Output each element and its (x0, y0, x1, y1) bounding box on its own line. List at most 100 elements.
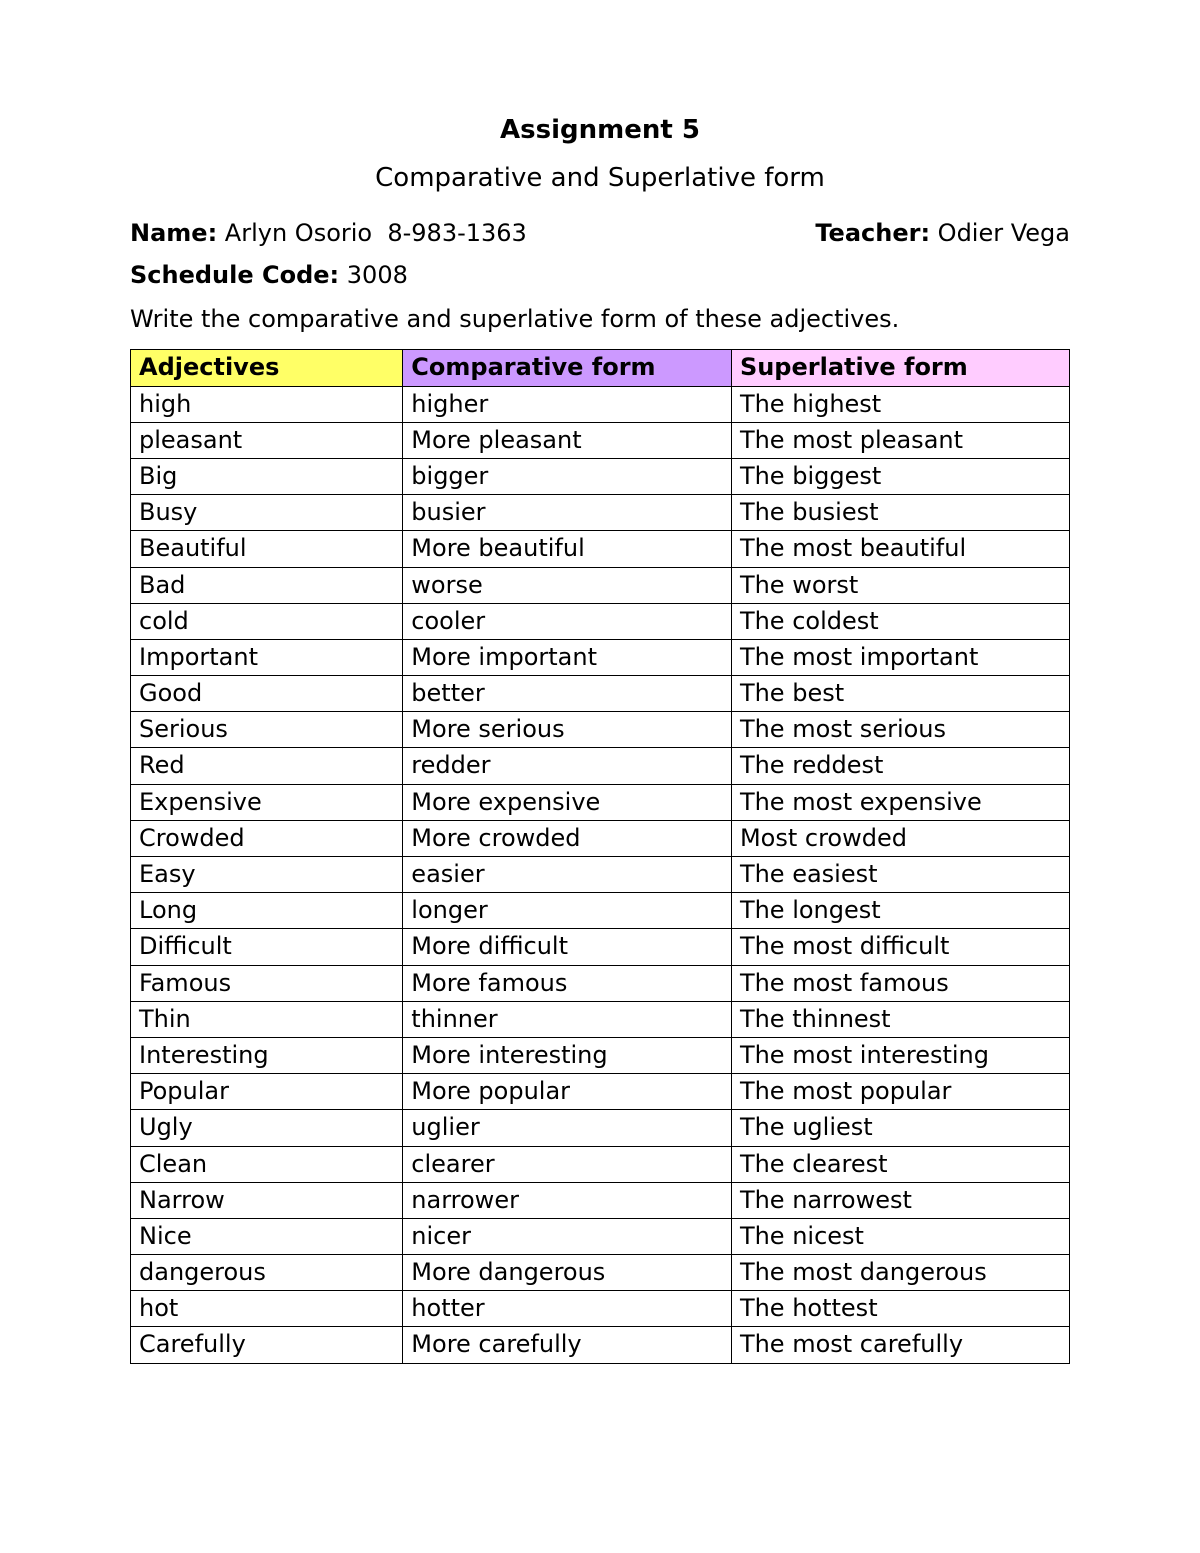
table-cell: longer (403, 893, 732, 929)
table-cell: The coldest (731, 603, 1069, 639)
table-row: NarrownarrowerThe narrowest (131, 1182, 1070, 1218)
instructions-text: Write the comparative and superlative fo… (130, 303, 1070, 335)
table-cell: The most interesting (731, 1037, 1069, 1073)
table-row: LonglongerThe longest (131, 893, 1070, 929)
table-cell: Thin (131, 1001, 403, 1037)
table-cell: Popular (131, 1074, 403, 1110)
table-row: ExpensiveMore expensiveThe most expensiv… (131, 784, 1070, 820)
table-cell: More famous (403, 965, 732, 1001)
table-cell: Famous (131, 965, 403, 1001)
table-row: BadworseThe worst (131, 567, 1070, 603)
table-cell: bigger (403, 458, 732, 494)
table-row: FamousMore famousThe most famous (131, 965, 1070, 1001)
table-cell: clearer (403, 1146, 732, 1182)
table-cell: The most carefully (731, 1327, 1069, 1363)
table-row: GoodbetterThe best (131, 676, 1070, 712)
table-cell: thinner (403, 1001, 732, 1037)
table-row: InterestingMore interestingThe most inte… (131, 1037, 1070, 1073)
assignment-subtitle: Comparative and Superlative form (130, 163, 1070, 193)
table-cell: More pleasant (403, 422, 732, 458)
table-row: BeautifulMore beautifulThe most beautifu… (131, 531, 1070, 567)
table-cell: Clean (131, 1146, 403, 1182)
table-cell: The most beautiful (731, 531, 1069, 567)
table-cell: The ugliest (731, 1110, 1069, 1146)
table-cell: More popular (403, 1074, 732, 1110)
table-cell: dangerous (131, 1255, 403, 1291)
table-cell: cold (131, 603, 403, 639)
table-cell: More expensive (403, 784, 732, 820)
table-cell: hot (131, 1291, 403, 1327)
teacher-label: Teacher: (815, 219, 930, 247)
table-cell: The narrowest (731, 1182, 1069, 1218)
table-header-row: Adjectives Comparative form Superlative … (131, 350, 1070, 386)
table-cell: Narrow (131, 1182, 403, 1218)
col-header-adjectives: Adjectives (131, 350, 403, 386)
table-row: highhigherThe highest (131, 386, 1070, 422)
table-row: CarefullyMore carefullyThe most carefull… (131, 1327, 1070, 1363)
table-cell: More dangerous (403, 1255, 732, 1291)
table-cell: Red (131, 748, 403, 784)
table-cell: nicer (403, 1218, 732, 1254)
table-cell: worse (403, 567, 732, 603)
table-row: BigbiggerThe biggest (131, 458, 1070, 494)
table-cell: Long (131, 893, 403, 929)
table-cell: Most crowded (731, 820, 1069, 856)
table-cell: uglier (403, 1110, 732, 1146)
adjectives-table: Adjectives Comparative form Superlative … (130, 349, 1070, 1363)
table-cell: Important (131, 639, 403, 675)
table-cell: More carefully (403, 1327, 732, 1363)
table-cell: Expensive (131, 784, 403, 820)
table-cell: The hottest (731, 1291, 1069, 1327)
table-cell: The most expensive (731, 784, 1069, 820)
info-row-name-teacher: Name: Arlyn Osorio 8-983-1363 Teacher: O… (130, 219, 1070, 247)
table-head: Adjectives Comparative form Superlative … (131, 350, 1070, 386)
table-row: DifficultMore difficultThe most difficul… (131, 929, 1070, 965)
table-row: CrowdedMore crowdedMost crowded (131, 820, 1070, 856)
table-row: PopularMore popularThe most popular (131, 1074, 1070, 1110)
table-cell: More difficult (403, 929, 732, 965)
table-cell: The highest (731, 386, 1069, 422)
table-cell: More interesting (403, 1037, 732, 1073)
table-cell: Difficult (131, 929, 403, 965)
table-row: hothotterThe hottest (131, 1291, 1070, 1327)
name-label: Name: (130, 219, 217, 247)
schedule-field: Schedule Code: 3008 (130, 261, 1070, 289)
table-row: CleanclearerThe clearest (131, 1146, 1070, 1182)
table-cell: The easiest (731, 857, 1069, 893)
table-cell: Crowded (131, 820, 403, 856)
table-cell: More beautiful (403, 531, 732, 567)
schedule-label: Schedule Code: (130, 261, 339, 289)
assignment-title: Assignment 5 (130, 115, 1070, 145)
table-cell: high (131, 386, 403, 422)
table-row: BusybusierThe busiest (131, 495, 1070, 531)
table-cell: better (403, 676, 732, 712)
table-cell: Big (131, 458, 403, 494)
table-cell: Busy (131, 495, 403, 531)
table-cell: The clearest (731, 1146, 1069, 1182)
table-cell: Easy (131, 857, 403, 893)
table-cell: Good (131, 676, 403, 712)
table-row: pleasantMore pleasantThe most pleasant (131, 422, 1070, 458)
table-cell: Beautiful (131, 531, 403, 567)
table-row: ImportantMore importantThe most importan… (131, 639, 1070, 675)
table-cell: The longest (731, 893, 1069, 929)
table-row: SeriousMore seriousThe most serious (131, 712, 1070, 748)
table-row: NicenicerThe nicest (131, 1218, 1070, 1254)
table-row: EasyeasierThe easiest (131, 857, 1070, 893)
table-cell: busier (403, 495, 732, 531)
table-cell: The most dangerous (731, 1255, 1069, 1291)
table-cell: More crowded (403, 820, 732, 856)
table-cell: More important (403, 639, 732, 675)
table-cell: Serious (131, 712, 403, 748)
table-cell: Bad (131, 567, 403, 603)
table-cell: The biggest (731, 458, 1069, 494)
table-cell: redder (403, 748, 732, 784)
page: Assignment 5 Comparative and Superlative… (0, 0, 1200, 1553)
table-cell: Nice (131, 1218, 403, 1254)
table-cell: The most serious (731, 712, 1069, 748)
table-cell: The nicest (731, 1218, 1069, 1254)
col-header-superlative: Superlative form (731, 350, 1069, 386)
table-cell: Carefully (131, 1327, 403, 1363)
table-row: coldcoolerThe coldest (131, 603, 1070, 639)
table-cell: pleasant (131, 422, 403, 458)
